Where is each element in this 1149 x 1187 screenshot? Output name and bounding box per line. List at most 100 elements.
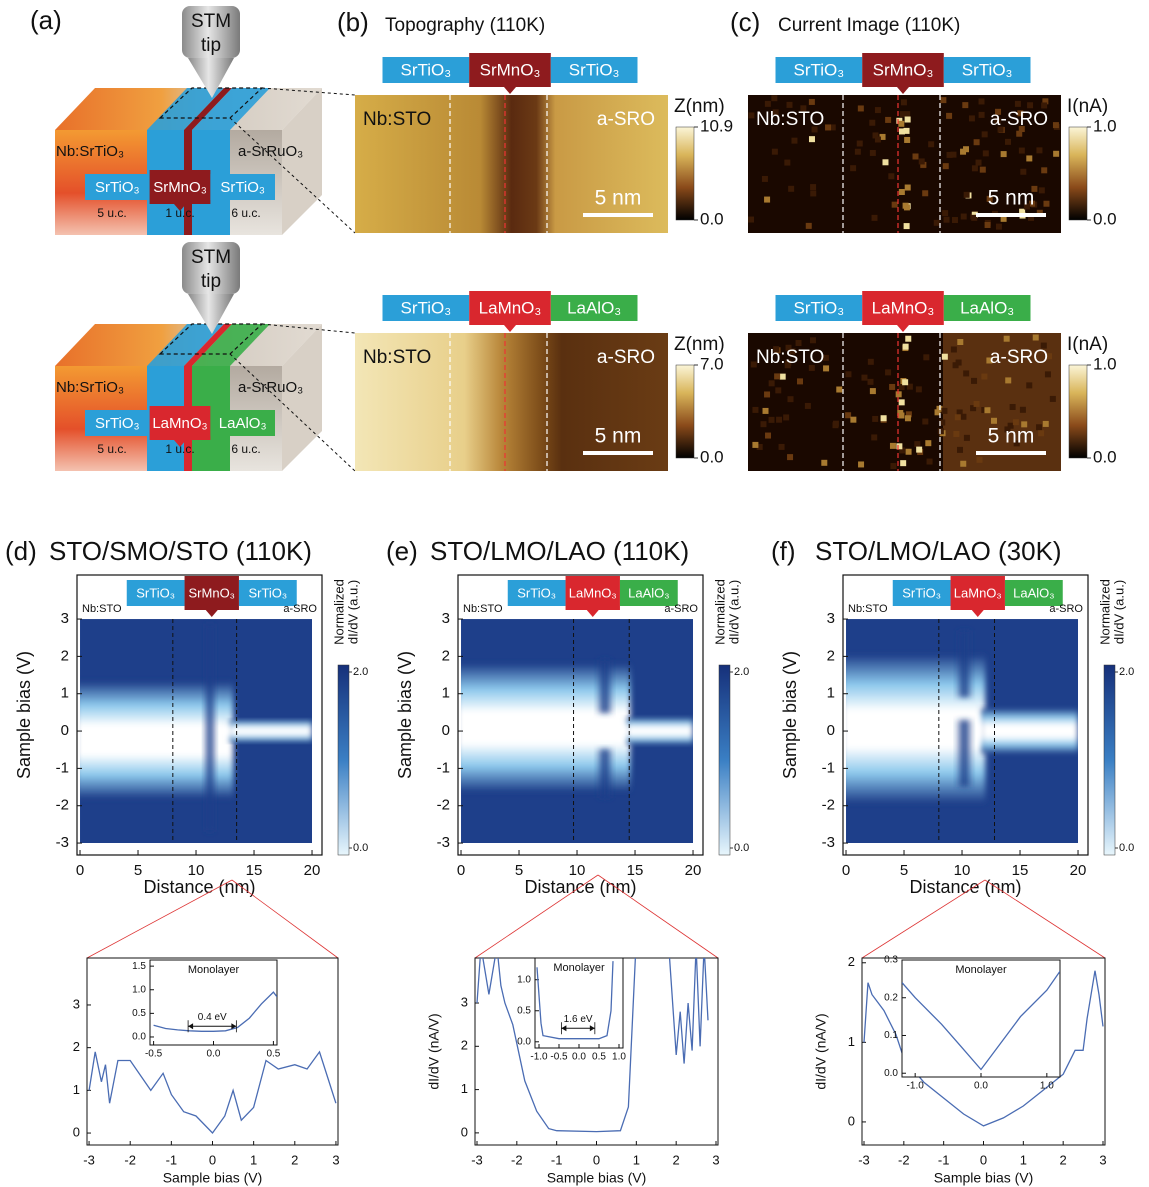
layer-tag-label: LaAlO₃ — [1013, 585, 1054, 600]
tip-label: tip — [201, 271, 221, 292]
image-pixel — [915, 386, 922, 393]
image-pixel — [896, 443, 903, 450]
image-pixel — [752, 406, 759, 413]
colorbar-label: Z(nm) — [674, 96, 725, 117]
image-pixel — [1009, 403, 1016, 410]
image-pixel — [768, 416, 775, 423]
region-label: a-SRO — [1049, 603, 1083, 615]
panel-title: STO/SMO/STO (110K) — [49, 536, 312, 566]
image-pixel — [1052, 122, 1059, 129]
y-tick-label: 2 — [848, 954, 855, 969]
layer-tag-label: SrTiO₃ — [962, 60, 1013, 79]
image-pixel — [829, 124, 836, 131]
image-pixel — [920, 161, 927, 168]
tip-label: tip — [201, 35, 221, 56]
image-pixel — [874, 107, 881, 114]
scale-bar — [583, 451, 653, 455]
image-pixel — [942, 163, 949, 170]
stm-tip-cone — [188, 294, 234, 334]
image-pixel — [850, 165, 857, 172]
image-pixel — [761, 175, 768, 182]
layer-tag-label: SrTiO₃ — [248, 585, 287, 600]
x-tick-label: 1 — [1020, 1152, 1027, 1167]
x-tick-label: 0.5 — [592, 1052, 606, 1063]
image-pixel — [963, 434, 970, 441]
y-tick-label: 0.2 — [884, 992, 898, 1003]
zoom-line — [231, 879, 339, 959]
substrate-label: Nb:SrTiO₃ — [56, 379, 124, 396]
image-pixel — [764, 391, 771, 398]
heatmap-band — [229, 719, 313, 743]
image-pixel — [773, 346, 780, 353]
x-tick-label: -3 — [83, 1152, 95, 1167]
image-pixel — [1036, 147, 1043, 154]
image-pixel — [857, 105, 864, 112]
image-pixel — [934, 409, 941, 416]
image-pixel — [869, 149, 876, 156]
x-tick-label: -2 — [124, 1152, 136, 1167]
y-tick-label: 2 — [73, 1039, 80, 1054]
layer-tag-label: SrTiO₃ — [401, 60, 452, 79]
image-pixel — [810, 190, 817, 197]
layer-tag — [210, 174, 275, 200]
inset-title: Monolayer — [553, 962, 605, 974]
thickness-label: 1 u.c. — [165, 206, 194, 220]
panel-label: (f) — [771, 536, 796, 566]
image-pixel — [772, 109, 779, 116]
scale-bar — [976, 213, 1046, 217]
slab-top-stripe — [184, 88, 232, 130]
y-tick-label: 0.0 — [132, 1032, 146, 1043]
image-pixel — [970, 405, 977, 412]
image-pixel — [902, 379, 909, 386]
image-pixel — [941, 353, 948, 360]
colorbar-tick-label: 2.0 — [1119, 666, 1134, 678]
x-tick-label: 3 — [1099, 1152, 1106, 1167]
image-pixel — [960, 413, 967, 420]
image-pixel — [982, 150, 989, 157]
colorbar-tick-label: 0.0 — [1093, 447, 1117, 466]
image-pixel — [889, 383, 896, 390]
image-pixel — [946, 112, 953, 119]
image-pixel — [973, 400, 980, 407]
heatmap-band — [981, 708, 1079, 754]
plot-area — [863, 970, 1104, 1127]
layer-tag-label: LaAlO₃ — [567, 298, 621, 317]
heatmap-stripe — [595, 748, 615, 799]
image-pixel — [979, 166, 986, 173]
image-pixel — [889, 442, 896, 449]
image-pixel — [903, 204, 910, 211]
x-tick-label: -2 — [511, 1152, 523, 1167]
zoom-line — [984, 879, 1106, 959]
panel-title: STO/LMO/LAO (110K) — [430, 536, 689, 566]
image-pixel — [941, 407, 948, 414]
zoom-line — [597, 874, 719, 959]
image-pixel — [952, 362, 959, 369]
x-axis-label: Sample bias (V) — [934, 1170, 1034, 1186]
colorbar-tick-label: 0.0 — [1119, 842, 1134, 854]
stm-tip-cone — [188, 58, 234, 98]
image-pixel — [762, 407, 769, 414]
x-tick-label: 15 — [627, 862, 644, 879]
layer-tag — [550, 295, 638, 321]
region-label: a-SRO — [283, 603, 317, 615]
image-pixel — [1017, 110, 1024, 117]
heatmap-band — [626, 717, 694, 745]
heatmap — [846, 619, 1079, 844]
zoom-line — [86, 879, 233, 959]
image-pixel — [902, 343, 909, 350]
colorbar-tick-label: 7.0 — [700, 354, 724, 373]
image-pixel — [997, 126, 1004, 133]
image-pixel — [869, 119, 876, 126]
gap-label: 0.4 eV — [198, 1012, 227, 1023]
y-tick-label: -2 — [822, 797, 835, 814]
image-pixel — [1021, 421, 1028, 428]
inset-title: Monolayer — [188, 964, 240, 976]
plot-area — [88, 1050, 337, 1135]
colorbar-label: dI/dV (a.u.) — [1111, 580, 1126, 644]
image-pixel — [783, 414, 790, 421]
slab-top-stripe — [184, 324, 232, 366]
colorbar — [337, 664, 350, 856]
colorbar-tick-label: 0.0 — [1093, 209, 1117, 228]
y-tick-label: 1 — [461, 1081, 468, 1096]
region-label: a-SRO — [664, 603, 698, 615]
